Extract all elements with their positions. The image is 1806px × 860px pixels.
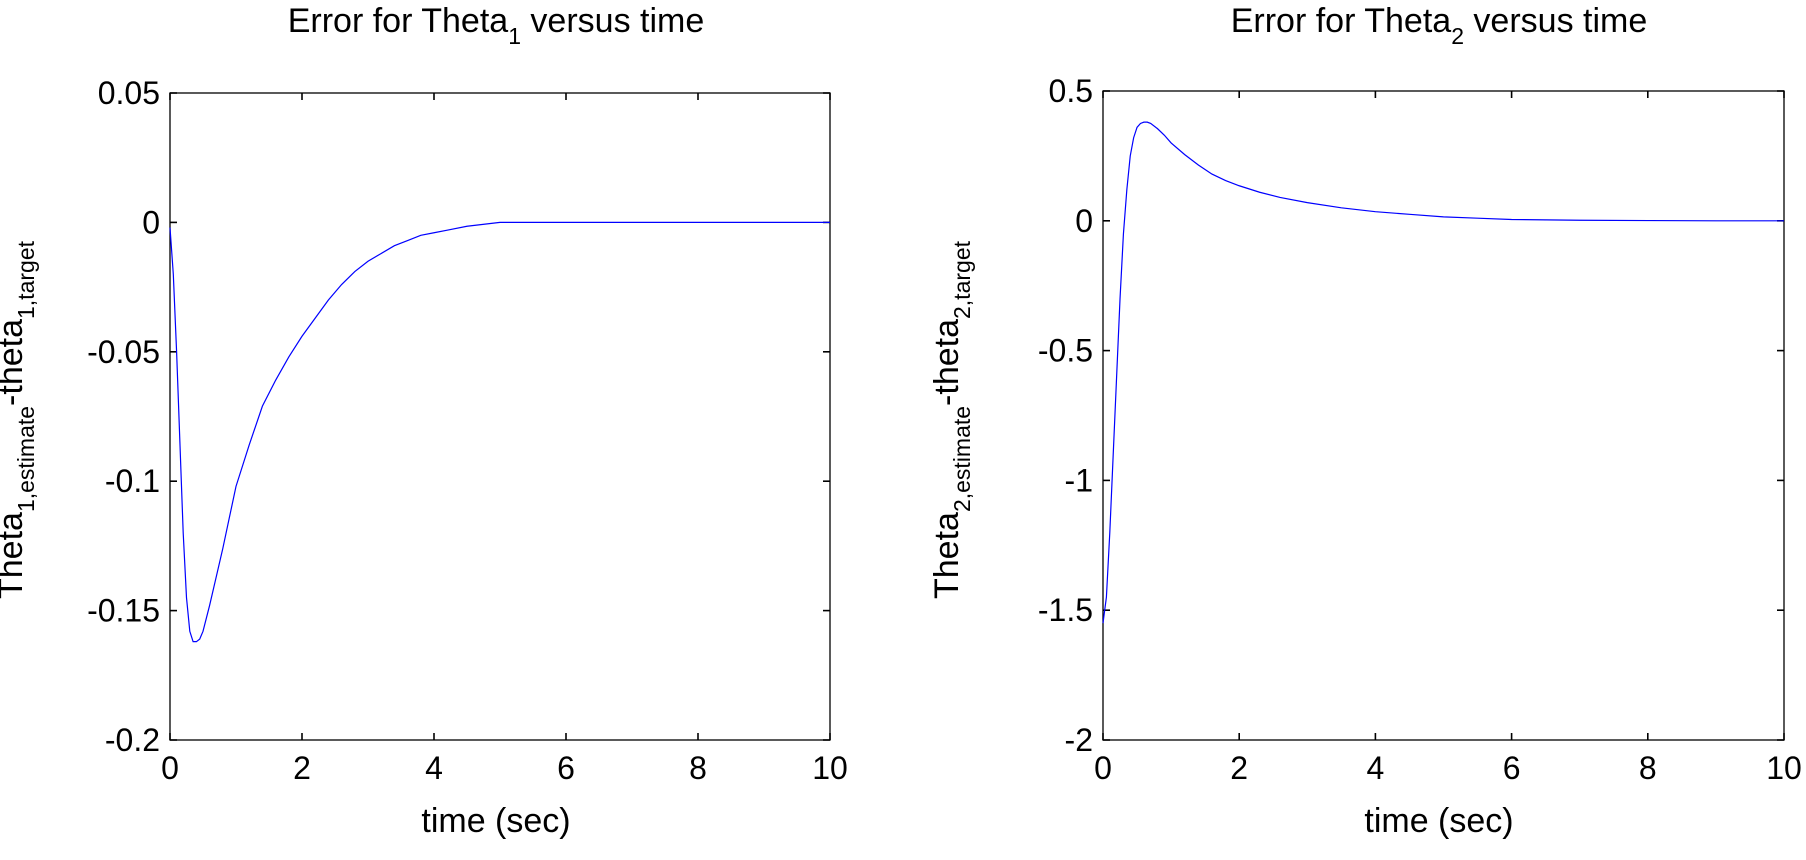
x-tick-label: 8: [1639, 750, 1657, 786]
series-line: [1102, 121, 1784, 624]
y-tick-label: -0.05: [87, 334, 160, 370]
y-tick-label: 0: [142, 204, 160, 240]
y-tick-label: -0.2: [105, 722, 160, 758]
chart-theta2-error: Error for Theta2 versus time time (sec) …: [928, 2, 1802, 840]
y-tick-label: 0: [1075, 203, 1093, 239]
y-tick-label: -1: [1065, 462, 1093, 498]
chart-title: Error for Theta2 versus time: [1231, 2, 1648, 49]
x-tick-label: 10: [812, 750, 848, 786]
x-tick-label: 2: [1230, 750, 1248, 786]
chart-title: Error for Theta1 versus time: [288, 2, 705, 49]
y-tick-label: 0.5: [1049, 73, 1093, 109]
y-axis-label: Theta2,estimate-theta2,target: [928, 240, 975, 599]
y-tick-label: -0.1: [105, 463, 160, 499]
axes-box: [169, 92, 831, 741]
y-tick-label: -0.5: [1038, 333, 1093, 369]
y-tick-label: -1.5: [1038, 592, 1093, 628]
x-tick-label: 10: [1766, 750, 1802, 786]
x-tick-label: 6: [1503, 750, 1521, 786]
x-tick-label: 0: [161, 750, 179, 786]
y-tick-label: -0.15: [87, 593, 160, 629]
y-tick-label: 0.05: [98, 75, 160, 111]
x-tick-label: 8: [689, 750, 707, 786]
x-tick-label: 6: [557, 750, 575, 786]
axes-box: [1102, 90, 1785, 741]
x-tick-label: 0: [1094, 750, 1112, 786]
y-axis-label: Theta1,estimate-theta1,target: [0, 240, 39, 599]
x-tick-label: 4: [425, 750, 443, 786]
series-line: [169, 221, 830, 643]
x-axis-label: time (sec): [1364, 802, 1513, 840]
chart-theta1-error: Error for Theta1 versus time time (sec) …: [0, 2, 848, 840]
x-tick-label: 2: [293, 750, 311, 786]
y-tick-label: -2: [1065, 722, 1093, 758]
x-tick-label: 4: [1367, 750, 1385, 786]
x-axis-label: time (sec): [421, 802, 570, 840]
